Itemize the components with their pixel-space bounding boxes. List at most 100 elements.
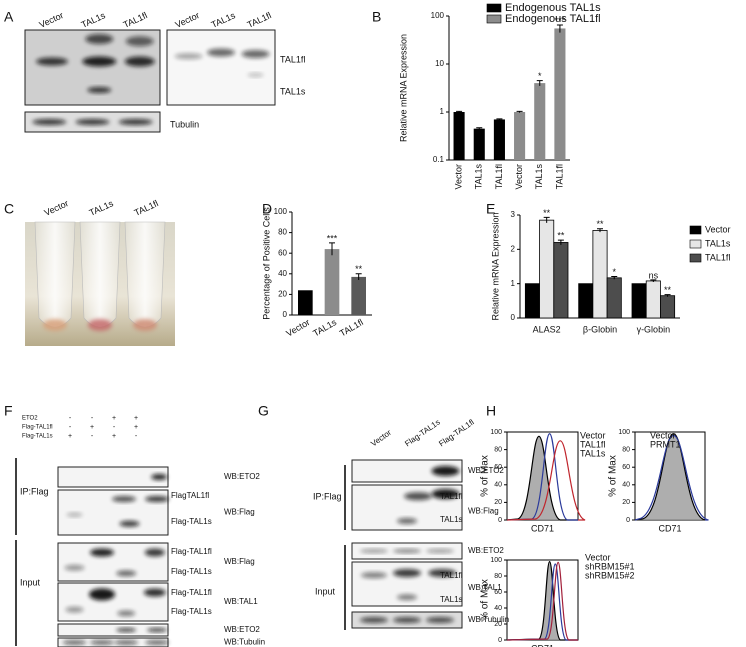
lane-label: Vector [43, 198, 70, 218]
panel-letter: D [262, 201, 272, 217]
band-label: TAL1fl [440, 571, 463, 580]
band-label: Flag-TAL1s [171, 607, 212, 616]
blot-band [145, 640, 169, 645]
blot-band [125, 36, 154, 47]
x-tick-label: TAL1fl [494, 164, 504, 189]
error-bar [496, 118, 503, 121]
blot-band [36, 57, 68, 66]
bar [660, 295, 676, 319]
bar [606, 277, 622, 319]
panel-letter: H [486, 403, 496, 419]
blot-band [397, 518, 417, 524]
significance-label: *** [327, 233, 338, 243]
y-tick-label: 0 [498, 637, 502, 644]
y-tick-label: 20 [622, 499, 630, 506]
blot-band [64, 564, 85, 571]
lane-label: TAL1s [210, 10, 238, 30]
bar [645, 280, 661, 319]
lane-label: TAL1s [80, 10, 108, 30]
legend-label: shRBM15#1 [585, 561, 635, 571]
blot-band [90, 548, 114, 557]
blot-band [143, 588, 166, 597]
blot-band [62, 640, 87, 645]
histogram [634, 434, 709, 521]
blot-band [397, 594, 417, 601]
band-label: Flag-TAL1s [171, 567, 212, 576]
legend-swatch [486, 14, 502, 24]
sign: + [68, 433, 72, 440]
significance-label: ** [543, 208, 551, 218]
tube [34, 221, 76, 328]
row-label: Flag-TAL1s [22, 434, 53, 440]
error-bar [476, 127, 483, 130]
y-tick-label: 40 [494, 482, 502, 489]
error-bar [556, 24, 563, 33]
blot-band [431, 466, 460, 476]
panel-letter: G [258, 403, 269, 419]
panel-letter: C [4, 201, 14, 217]
blot-band [247, 73, 264, 77]
bar [324, 249, 340, 315]
tube [79, 221, 121, 328]
blot-band [89, 588, 115, 601]
y-tick-label: 80 [494, 573, 502, 580]
lane-label: Vector [174, 10, 201, 30]
wb-label: WB:TAL1 [468, 583, 502, 592]
panel-letter: B [372, 9, 381, 25]
blot-band [404, 492, 432, 501]
error-bar [355, 273, 362, 280]
band-label: TAL1fl [280, 54, 305, 64]
x-tick-label: TAL1fl [554, 164, 564, 189]
y-tick-label: 80 [278, 228, 287, 237]
blot-band [112, 496, 136, 502]
blot-band [147, 628, 167, 632]
lane-label: TAL1fl [246, 10, 273, 30]
legend-swatch [689, 225, 702, 235]
lane-label: Vector [38, 10, 65, 30]
y-tick-label: 100 [274, 207, 288, 216]
significance-label: ** [664, 285, 672, 295]
error-bar [650, 279, 657, 282]
bar [524, 283, 540, 319]
sign: + [112, 415, 116, 422]
y-tick-label: 40 [622, 482, 630, 489]
blot-band [174, 53, 203, 60]
sign: + [134, 415, 138, 422]
bar [539, 219, 555, 319]
group-label: IP:Flag [20, 486, 49, 496]
bar [578, 283, 594, 319]
legend-label: Endogenous TAL1fl [505, 13, 601, 25]
legend-label: TAL1fl [580, 439, 605, 449]
tube [124, 221, 166, 328]
wb-label: WB:TAL1 [224, 597, 258, 606]
pellet [43, 319, 67, 331]
y-tick-label: 80 [622, 446, 630, 453]
blot-band [393, 617, 421, 623]
blot-band [124, 56, 155, 67]
significance-label: *** [555, 15, 566, 25]
wb-label: WB:Flag [224, 508, 255, 517]
blot-band [393, 549, 421, 553]
pellet [133, 319, 157, 331]
group-label: IP:Flag [313, 491, 342, 501]
band-label: TAL1s [440, 515, 463, 524]
x-tick-label: TAL1s [474, 164, 484, 190]
band-label: FlagTAL1fl [171, 491, 209, 500]
x-tick-label: TAL1s [311, 317, 338, 339]
blot-band [207, 48, 235, 57]
lane-label: TAL1fl [122, 10, 149, 30]
legend-label: TAL1s [580, 448, 606, 458]
legend-swatch [689, 253, 702, 263]
blot [57, 623, 169, 637]
y-axis-label: Percentage of Positive Cells [261, 207, 271, 320]
band-label: TAL1s [440, 595, 463, 604]
legend-label: Endogenous TAL1s [505, 2, 601, 14]
blot-band [85, 34, 114, 44]
row-label: Flag-TAL1fl [22, 425, 53, 431]
sign: - [135, 433, 138, 440]
blot [57, 466, 169, 488]
y-tick-label: 1 [440, 107, 445, 116]
histogram [506, 433, 578, 521]
x-tick-label: ALAS2 [533, 324, 561, 334]
y-axis-label: Relative mRNA Expression [398, 34, 408, 142]
